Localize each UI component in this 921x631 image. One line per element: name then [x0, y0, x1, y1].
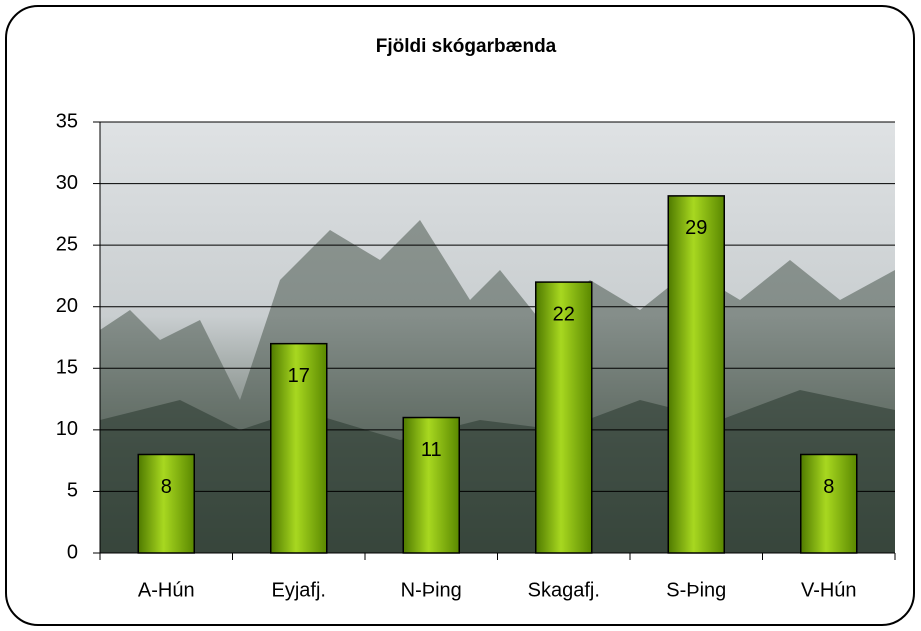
- bar: [137, 453, 195, 554]
- x-tick-label: A-Hún: [138, 579, 195, 601]
- x-tick-label: V-Hún: [801, 579, 857, 601]
- data-label: 29: [685, 217, 707, 239]
- data-label: 11: [421, 439, 442, 461]
- x-tick-label: Eyjafj.: [272, 579, 326, 601]
- x-tick-label: Skagafj.: [528, 579, 600, 601]
- y-tick-label: 25: [56, 233, 78, 255]
- bar: [535, 281, 593, 554]
- data-label: 17: [288, 365, 310, 387]
- y-tick-label: 30: [56, 172, 78, 194]
- plot-background: [100, 122, 895, 553]
- chart-title: Fjöldi skógarbænda: [376, 36, 557, 57]
- y-tick-label: 5: [67, 480, 78, 502]
- data-label: 22: [553, 303, 575, 325]
- bar: [270, 342, 328, 554]
- bar: [800, 453, 858, 554]
- data-label: 8: [161, 476, 172, 498]
- y-tick-label: 35: [56, 110, 78, 132]
- y-tick-label: 20: [56, 295, 78, 317]
- y-tick-label: 10: [56, 418, 78, 440]
- y-tick-label: 15: [56, 357, 78, 379]
- bar: [667, 195, 725, 554]
- data-label: 8: [823, 476, 834, 498]
- x-tick-label: S-Þing: [666, 579, 726, 601]
- bar: [402, 416, 460, 554]
- x-tick-label: N-Þing: [401, 579, 462, 601]
- y-tick-label: 0: [67, 541, 78, 563]
